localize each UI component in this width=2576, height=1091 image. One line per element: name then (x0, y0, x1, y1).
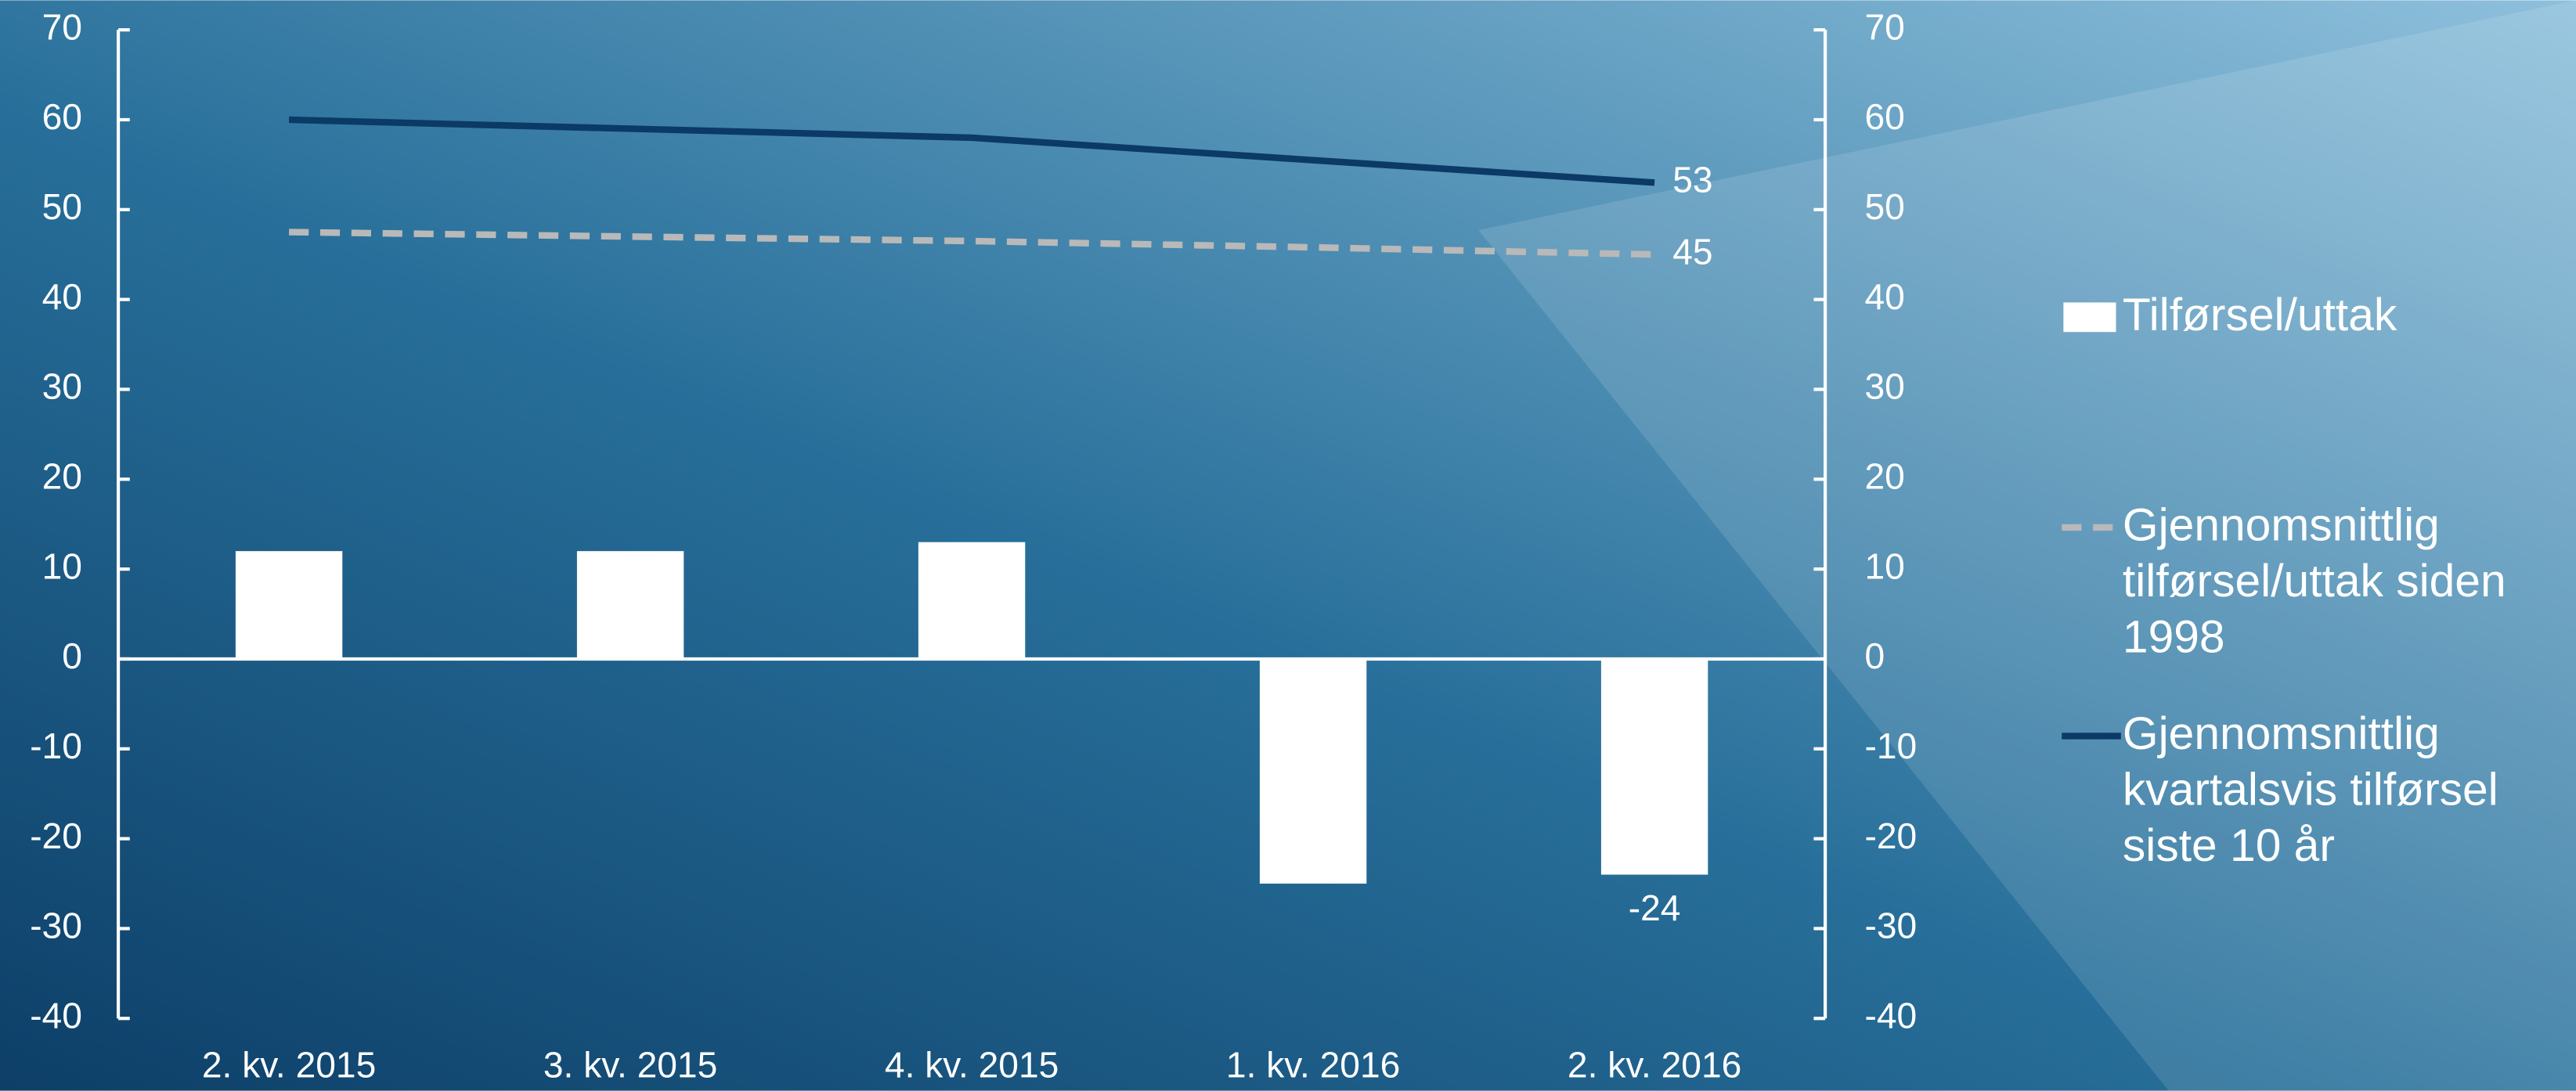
data-label: 45 (1672, 231, 1712, 272)
y2-tick-label: -40 (1864, 995, 1917, 1035)
line (288, 116, 1655, 186)
y-tick-label: -30 (30, 906, 82, 946)
bar (1600, 658, 1708, 875)
y-tick-label: 50 (42, 186, 82, 227)
y-tick-label: 30 (42, 366, 82, 407)
x-tick-label: 1. kv. 2016 (1226, 1044, 1400, 1085)
legend-label: Tilførsel/uttak (2122, 289, 2397, 340)
x-tick-label: 3. kv. 2015 (543, 1044, 717, 1085)
y2-tick-label: 50 (1864, 186, 1904, 227)
y2-tick-label: 30 (1864, 366, 1904, 407)
legend-swatch (2063, 302, 2116, 333)
y-tick-label: 60 (42, 96, 82, 137)
x-tick-label: 2. kv. 2016 (1568, 1044, 1741, 1085)
line (289, 229, 1655, 258)
bar (1259, 658, 1367, 884)
bar (235, 551, 343, 659)
y2-tick-label: -30 (1864, 906, 1917, 946)
y-tick-label: 40 (42, 276, 82, 317)
y2-tick-label: -10 (1864, 726, 1917, 766)
y-tick-label: 20 (42, 455, 82, 496)
legend-entry: Gjennomsnittlig tilførsel/uttak siden 19… (2122, 499, 2506, 662)
y2-tick-label: 40 (1864, 276, 1904, 317)
legend-label: Gjennomsnittlig tilførsel/uttak siden 19… (2122, 499, 2506, 662)
data-label: 53 (1672, 160, 1712, 200)
background-shape (1478, 0, 2576, 1091)
y-tick-label: 10 (42, 546, 82, 586)
y2-tick-label: 20 (1864, 455, 1904, 496)
y2-tick-label: 0 (1864, 636, 1885, 676)
y2-tick-label: 70 (1864, 6, 1904, 47)
y-tick-label: -20 (30, 816, 82, 856)
data-label: -24 (1629, 888, 1681, 928)
legend-label: Gjennomsnittlig kvartalsvis tilførsel si… (2122, 708, 2498, 871)
y-tick-label: -10 (30, 726, 82, 766)
x-tick-label: 2. kv. 2015 (202, 1044, 376, 1085)
y-tick-label: -40 (30, 995, 82, 1035)
y2-tick-label: -20 (1864, 816, 1917, 856)
y2-tick-label: 60 (1864, 96, 1904, 137)
legend-entry: Tilførsel/uttak (2122, 289, 2397, 340)
bar (576, 551, 684, 659)
y-tick-label: 0 (62, 636, 82, 676)
x-tick-label: 4. kv. 2015 (885, 1044, 1059, 1085)
y2-tick-label: 10 (1864, 546, 1904, 586)
bar (918, 542, 1026, 659)
legend-entry: Gjennomsnittlig kvartalsvis tilførsel si… (2122, 708, 2498, 871)
y-tick-label: 70 (42, 6, 82, 47)
